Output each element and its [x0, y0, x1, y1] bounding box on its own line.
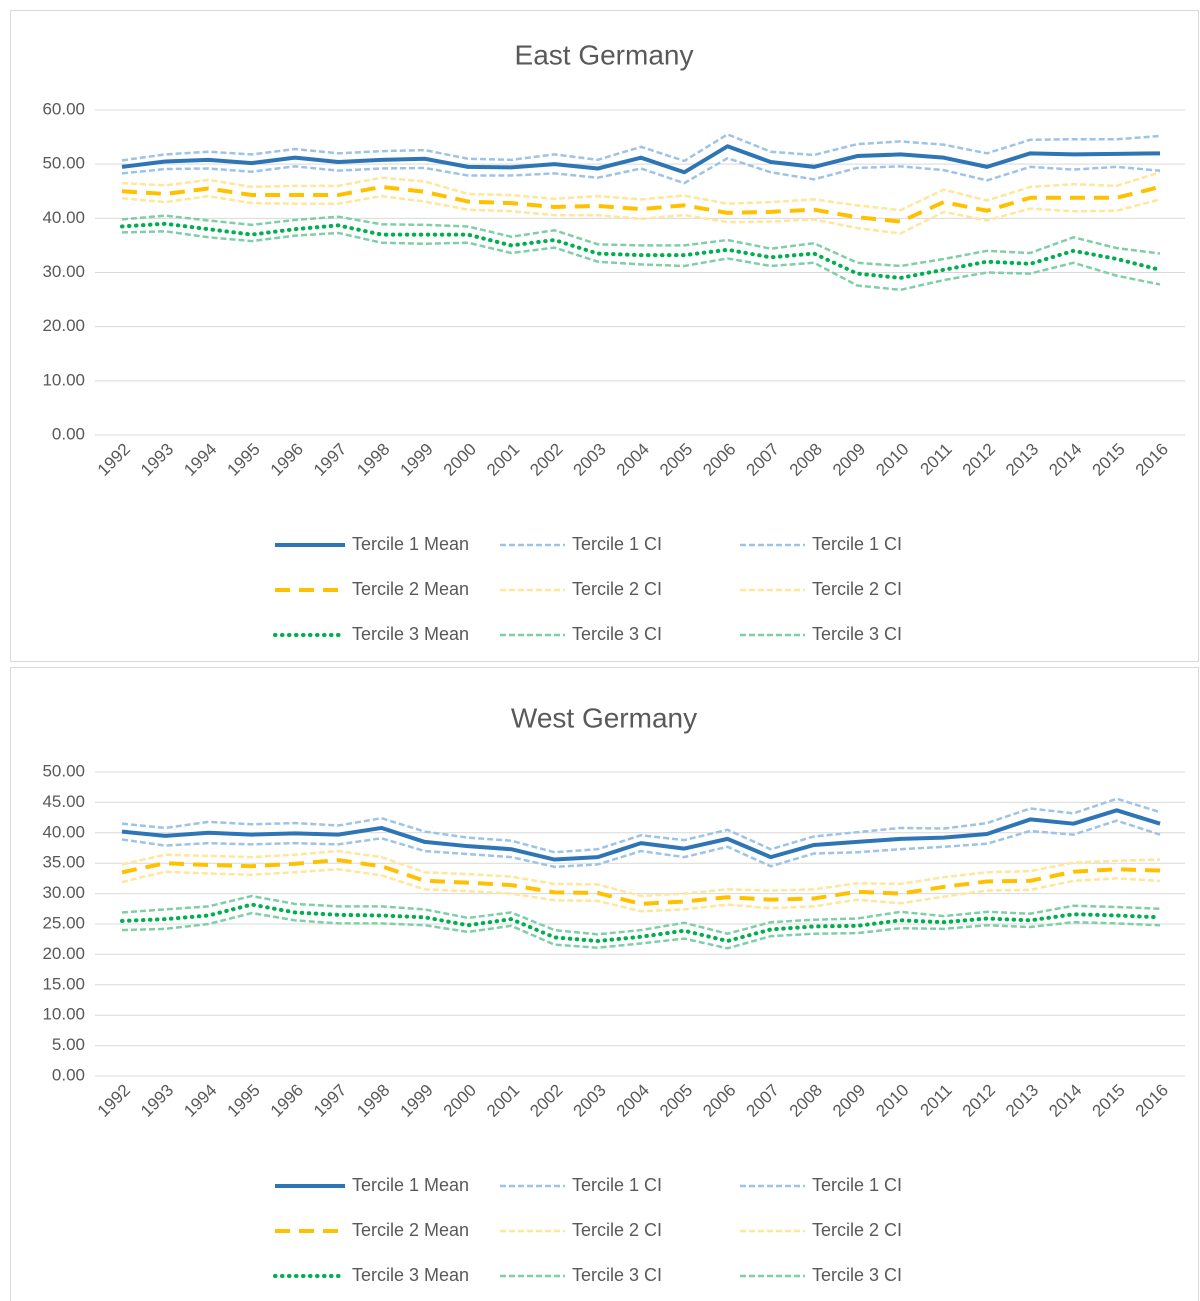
chart-title: West Germany [511, 702, 697, 733]
series-line [121, 808, 1161, 862]
legend-label: Tercile 1 CI [572, 534, 662, 554]
legend-label: Tercile 1 CI [812, 534, 902, 554]
series-line [121, 819, 1161, 869]
y-tick-label: 50.00 [42, 154, 85, 173]
y-tick-label: 50.00 [42, 761, 85, 780]
series-line [120, 221, 1162, 280]
legend-label: Tercile 2 CI [812, 579, 902, 599]
y-tick-label: 20.00 [42, 944, 85, 963]
series-line [121, 868, 1161, 913]
chart-title: East Germany [515, 39, 694, 70]
series-line [120, 902, 1162, 944]
legend-label: Tercile 2 CI [572, 579, 662, 599]
series-line [121, 171, 1161, 212]
y-tick-label: 10.00 [42, 370, 85, 389]
legend-label: Tercile 1 CI [812, 1175, 902, 1195]
chart-frame [10, 10, 1199, 662]
legend-label: Tercile 3 CI [812, 1265, 902, 1285]
y-tick-label: 45.00 [42, 792, 85, 811]
series-line [121, 911, 1161, 950]
legend-label: Tercile 3 CI [812, 624, 902, 644]
y-tick-label: 25.00 [42, 913, 85, 932]
y-tick-label: 0.00 [52, 424, 85, 443]
legend-label: Tercile 1 Mean [352, 534, 469, 554]
series-line [121, 144, 1161, 175]
legend-label: Tercile 3 Mean [352, 624, 469, 644]
series-line [121, 214, 1161, 268]
legend-label: Tercile 2 Mean [352, 1220, 469, 1240]
legend-label: Tercile 3 CI [572, 1265, 662, 1285]
legend-label: Tercile 3 CI [572, 624, 662, 644]
y-tick-label: 40.00 [42, 822, 85, 841]
legend-label: Tercile 2 CI [572, 1220, 662, 1240]
legend-label: Tercile 3 Mean [352, 1265, 469, 1285]
y-tick-label: 40.00 [42, 208, 85, 227]
series-line [121, 797, 1161, 854]
y-tick-label: 30.00 [42, 883, 85, 902]
legend-label: Tercile 1 Mean [352, 1175, 469, 1195]
legend-label: Tercile 2 CI [812, 1220, 902, 1240]
legend-label: Tercile 2 Mean [352, 579, 469, 599]
y-tick-label: 20.00 [42, 316, 85, 335]
series-line [121, 858, 1161, 906]
series-line [121, 194, 1161, 235]
series-line [121, 133, 1161, 163]
series-line [121, 156, 1161, 185]
y-tick-label: 60.00 [42, 99, 85, 118]
series-line [121, 184, 1161, 224]
y-tick-label: 0.00 [52, 1065, 85, 1084]
y-tick-label: 5.00 [52, 1035, 85, 1054]
series-line [121, 849, 1161, 898]
y-tick-label: 30.00 [42, 262, 85, 281]
series-line [121, 894, 1161, 936]
legend-label: Tercile 1 CI [572, 1175, 662, 1195]
y-tick-label: 35.00 [42, 853, 85, 872]
series-line [121, 230, 1161, 292]
y-tick-label: 10.00 [42, 1005, 85, 1024]
chart-frame [10, 667, 1199, 1301]
y-tick-label: 15.00 [42, 974, 85, 993]
